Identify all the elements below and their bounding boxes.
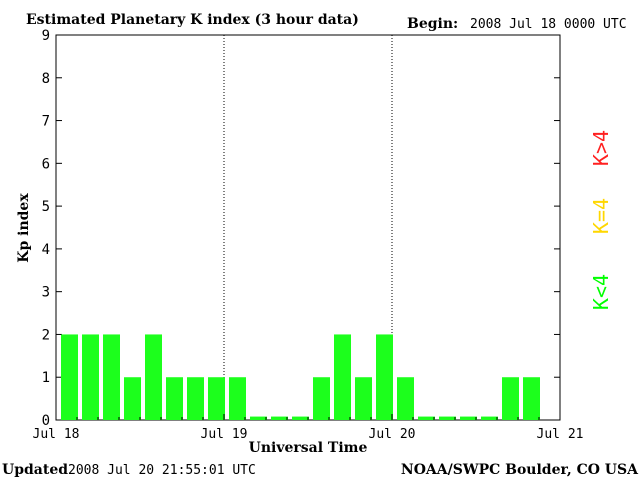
day-dividers xyxy=(223,35,393,420)
begin-value: 2008 Jul 18 0000 UTC xyxy=(470,17,627,32)
kp-bar xyxy=(61,334,78,420)
kp-bar xyxy=(502,377,519,420)
y-axis-label: Kp index xyxy=(16,193,32,263)
y-tick-label: 8 xyxy=(42,71,50,87)
y-tick-label: 3 xyxy=(42,285,50,301)
kp-bar xyxy=(376,334,393,420)
y-tick-label: 6 xyxy=(42,156,50,172)
x-tick-label: Jul 21 xyxy=(537,427,584,442)
chart-title: Estimated Planetary K index (3 hour data… xyxy=(26,12,359,28)
kp-bar xyxy=(124,377,141,420)
updated-value: 2008 Jul 20 21:55:01 UTC xyxy=(68,463,256,478)
begin-label: Begin: xyxy=(407,16,458,32)
kp-bar xyxy=(460,416,477,420)
kp-bar xyxy=(355,377,372,420)
kp-bar xyxy=(166,377,183,420)
source-credit: NOAA/SWPC Boulder, CO USA xyxy=(401,462,639,478)
x-tick-label: Jul 20 xyxy=(369,427,416,442)
kp-bar xyxy=(208,377,225,420)
x-tick-label: Jul 19 xyxy=(201,427,248,442)
x-tick-label: Jul 18 xyxy=(33,427,80,442)
y-tick-label: 2 xyxy=(42,327,50,343)
kp-bar xyxy=(292,416,309,420)
y-tick-label: 0 xyxy=(42,413,50,429)
kp-bar xyxy=(481,416,498,420)
kp-bar xyxy=(187,377,204,420)
legend-label-k-equal-4: K=4 xyxy=(589,198,613,234)
kp-bar xyxy=(418,416,435,420)
y-tick-label: 9 xyxy=(42,28,50,44)
kp-bar xyxy=(82,334,99,420)
y-tick-label: 7 xyxy=(42,114,50,130)
y-tick-label: 4 xyxy=(42,242,50,258)
plot-area xyxy=(55,34,561,421)
updated-label: Updated xyxy=(2,462,68,478)
kp-bar xyxy=(271,416,288,420)
x-axis-label: Universal Time xyxy=(249,440,368,456)
kp-bars xyxy=(61,334,540,420)
kp-bar xyxy=(334,334,351,420)
legend-label-k-greater-4: K>4 xyxy=(589,130,613,166)
legend-label-k-less-4: K<4 xyxy=(589,274,613,310)
kp-bar xyxy=(229,377,246,420)
kp-bar xyxy=(103,334,120,420)
y-tick-label: 1 xyxy=(42,370,50,386)
kp-bar xyxy=(397,377,414,420)
y-tick-label: 5 xyxy=(42,199,50,215)
kp-bar xyxy=(439,416,456,420)
x-axis-ticks: Jul 18 Jul 19 Jul 20 Jul 21 xyxy=(33,414,584,442)
kp-bar xyxy=(250,416,267,420)
kp-bar xyxy=(145,334,162,420)
y-axis-ticks: 0 1 2 3 4 5 6 7 8 9 xyxy=(42,28,560,429)
kp-bar xyxy=(313,377,330,420)
kp-bar xyxy=(523,377,540,420)
